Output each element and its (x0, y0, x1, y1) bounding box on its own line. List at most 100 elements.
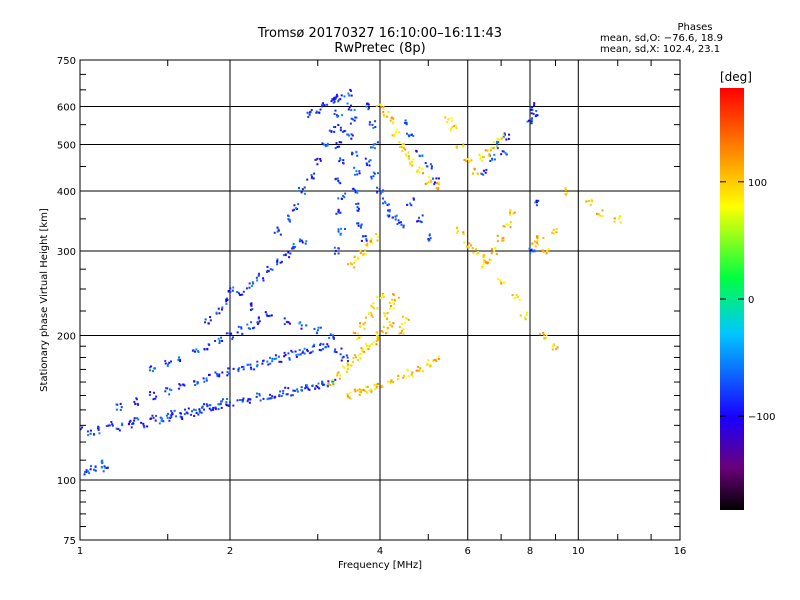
data-point (435, 186, 438, 189)
data-point (179, 359, 182, 362)
data-point (376, 191, 379, 194)
data-point (502, 225, 505, 228)
data-point (89, 429, 92, 432)
data-point (335, 351, 338, 354)
data-point (513, 297, 516, 300)
data-point (349, 262, 352, 265)
data-point (418, 154, 421, 157)
data-point (169, 388, 172, 391)
data-point (90, 465, 93, 468)
data-point (179, 412, 182, 415)
data-point (249, 308, 252, 311)
data-point (362, 323, 365, 326)
data-point (337, 197, 340, 200)
data-point (127, 422, 130, 425)
data-point (273, 396, 276, 399)
data-point (298, 349, 301, 352)
data-point (183, 413, 186, 416)
data-point (352, 331, 355, 334)
data-point (209, 319, 212, 322)
data-point (301, 351, 304, 354)
data-point (450, 117, 453, 120)
data-point (148, 393, 151, 396)
data-point (323, 104, 326, 107)
data-point (264, 311, 267, 314)
data-point (336, 372, 339, 375)
data-point (618, 217, 621, 220)
data-point (502, 150, 505, 153)
data-point (398, 332, 401, 335)
data-point (411, 375, 414, 378)
data-point (555, 348, 558, 351)
data-point (357, 389, 360, 392)
data-point (497, 138, 500, 141)
data-point (267, 270, 270, 273)
data-point (170, 360, 173, 363)
data-point (496, 140, 499, 143)
data-point (397, 219, 400, 222)
data-point (500, 153, 503, 156)
data-point (496, 145, 499, 148)
data-point (597, 213, 600, 216)
data-point (382, 325, 385, 328)
data-point (374, 126, 377, 129)
data-point (477, 251, 480, 254)
data-point (395, 128, 398, 131)
data-point (160, 419, 163, 422)
data-point (427, 181, 430, 184)
data-point (208, 407, 211, 410)
data-point (267, 363, 270, 366)
data-point (366, 242, 369, 245)
data-point (421, 172, 424, 175)
data-point (209, 316, 212, 319)
data-point (331, 380, 334, 383)
data-point (382, 189, 385, 192)
data-point (251, 308, 254, 311)
data-point (406, 132, 409, 135)
data-point (424, 162, 427, 165)
data-point (236, 331, 239, 334)
data-point (136, 417, 139, 420)
data-point (382, 202, 385, 205)
data-point (164, 359, 167, 362)
y-tick-label: 600 (57, 103, 76, 114)
data-point (467, 246, 470, 249)
data-point (342, 159, 345, 162)
data-point (308, 352, 311, 355)
data-point (328, 336, 331, 339)
data-point (419, 220, 422, 223)
data-point (197, 413, 200, 416)
data-point (280, 360, 283, 363)
data-point (372, 126, 375, 129)
data-point (410, 204, 413, 207)
data-point (226, 397, 229, 400)
data-point (227, 367, 230, 370)
data-point (365, 345, 368, 348)
data-point (392, 381, 395, 384)
data-point (359, 336, 362, 339)
data-point (516, 296, 519, 299)
data-point (306, 348, 309, 351)
data-point (465, 160, 468, 163)
data-point (89, 432, 92, 435)
data-point (203, 403, 206, 406)
data-point (247, 327, 250, 330)
data-point (366, 348, 369, 351)
data-point (276, 261, 279, 264)
data-point (488, 153, 491, 156)
data-point (111, 423, 114, 426)
data-point (332, 337, 335, 340)
data-point (432, 359, 435, 362)
data-point (348, 106, 351, 109)
data-point (320, 349, 323, 352)
data-point (368, 123, 371, 126)
data-point (361, 235, 364, 238)
data-point (296, 390, 299, 393)
data-point (274, 354, 277, 357)
data-point (337, 247, 340, 250)
data-point (396, 378, 399, 381)
data-point (285, 320, 288, 323)
data-point (337, 371, 340, 374)
data-point (349, 122, 352, 125)
data-point (220, 406, 223, 409)
